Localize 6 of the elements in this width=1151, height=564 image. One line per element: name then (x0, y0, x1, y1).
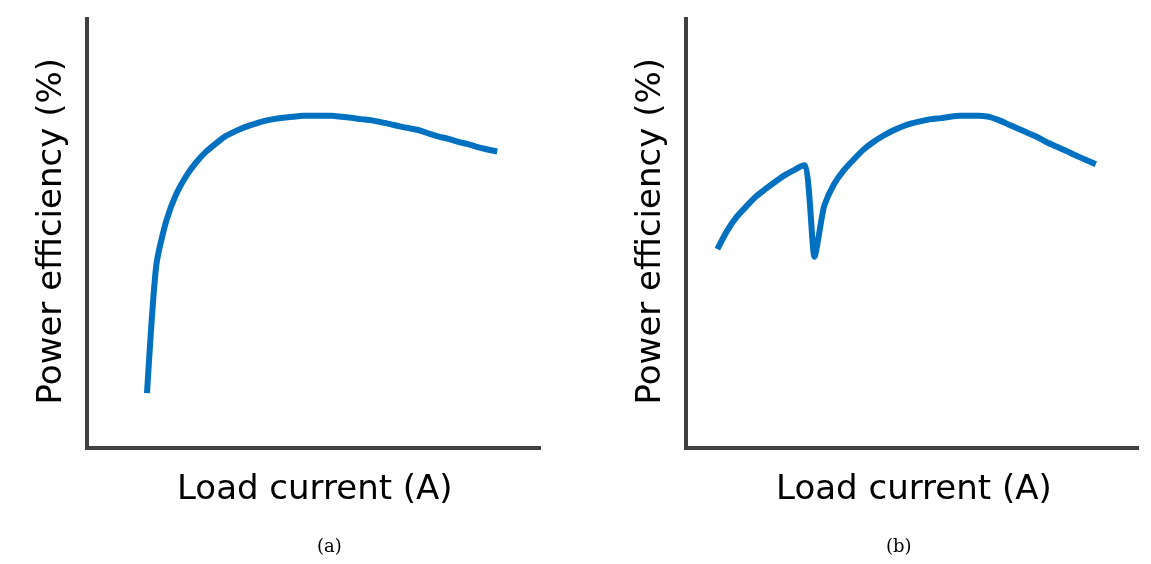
text: (a) (317, 535, 342, 556)
y-axis-title: Power efficiency (%) (628, 58, 669, 405)
x-axis-title: Load current (A) (776, 467, 1052, 508)
y-axis-title: Power efficiency (%) (28, 58, 69, 405)
x-axis-title: Load current (A) (176, 467, 453, 508)
text: (b) (886, 535, 912, 556)
